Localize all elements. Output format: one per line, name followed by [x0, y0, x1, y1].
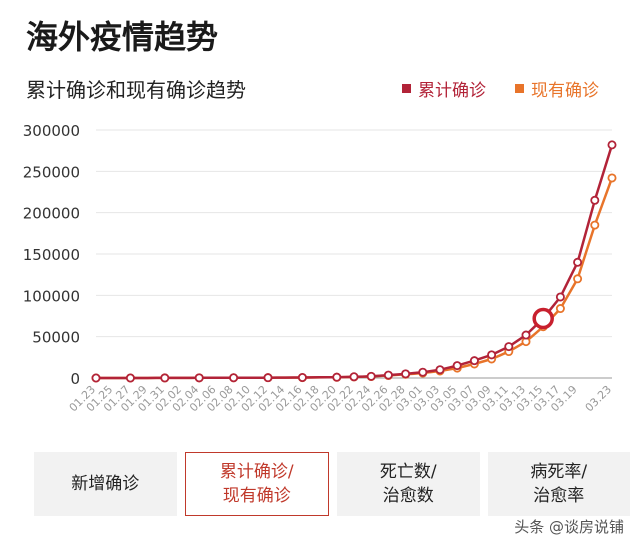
chart-subtitle: 累计确诊和现有确诊趋势: [26, 78, 246, 102]
data-point: [452, 361, 462, 371]
series-line-cumulative: [96, 144, 614, 380]
page-title: 海外疫情趋势: [26, 18, 219, 56]
data-point: [555, 304, 565, 314]
data-point: [349, 372, 359, 382]
tab-cumulative-current[interactable]: 累计确诊/ 现有确诊: [184, 452, 329, 516]
data-point: [125, 373, 135, 383]
y-tick-label: 250000: [23, 163, 80, 181]
legend-label-current: 现有确诊: [531, 81, 599, 101]
y-tick-label: 0: [70, 370, 80, 388]
data-point: [607, 140, 617, 150]
data-point: [194, 373, 204, 383]
y-tick-label: 150000: [23, 246, 80, 264]
y-tick-label: 200000: [23, 205, 80, 223]
trend-chart: 05000010000015000020000025000030000001.2…: [23, 122, 617, 414]
x-tick-label: 03.23: [583, 383, 614, 414]
data-point: [263, 373, 273, 383]
series-line-current: [96, 177, 614, 380]
data-point: [435, 365, 445, 375]
y-tick-label: 300000: [23, 122, 80, 140]
data-point: [573, 257, 583, 267]
watermark: 头条 @谈房说铺: [514, 518, 624, 536]
legend-item-cumulative: 累计确诊: [402, 76, 486, 101]
data-point: [383, 370, 393, 380]
data-point: [607, 173, 617, 183]
data-point: [297, 373, 307, 383]
data-point: [418, 367, 428, 377]
data-point: [521, 330, 531, 340]
data-point: [590, 220, 600, 230]
data-point: [401, 369, 411, 379]
data-point: [469, 356, 479, 366]
data-point: [573, 274, 583, 284]
legend-swatch-cumulative: [402, 84, 411, 93]
y-tick-label: 100000: [23, 287, 80, 305]
data-point: [555, 292, 565, 302]
data-point: [590, 195, 600, 205]
data-point: [504, 342, 514, 352]
y-tick-label: 50000: [32, 329, 80, 347]
tab-new-cases[interactable]: 新增确诊: [34, 452, 177, 516]
legend-swatch-current: [515, 84, 524, 93]
data-point: [487, 350, 497, 360]
tab-fatality-recovery-rate[interactable]: 病死率/ 治愈率: [487, 452, 630, 516]
data-point: [91, 373, 101, 383]
highlight-point: [532, 307, 554, 330]
tab-deaths-recovered[interactable]: 死亡数/ 治愈数: [337, 452, 480, 516]
legend-item-current: 现有确诊: [515, 76, 599, 101]
data-point: [366, 371, 376, 381]
legend-label-cumulative: 累计确诊: [418, 81, 486, 101]
data-point: [332, 372, 342, 382]
data-point: [229, 373, 239, 383]
chart-tabs: 新增确诊 累计确诊/ 现有确诊 死亡数/ 治愈数 病死率/ 治愈率: [34, 452, 630, 516]
data-point: [160, 373, 170, 383]
